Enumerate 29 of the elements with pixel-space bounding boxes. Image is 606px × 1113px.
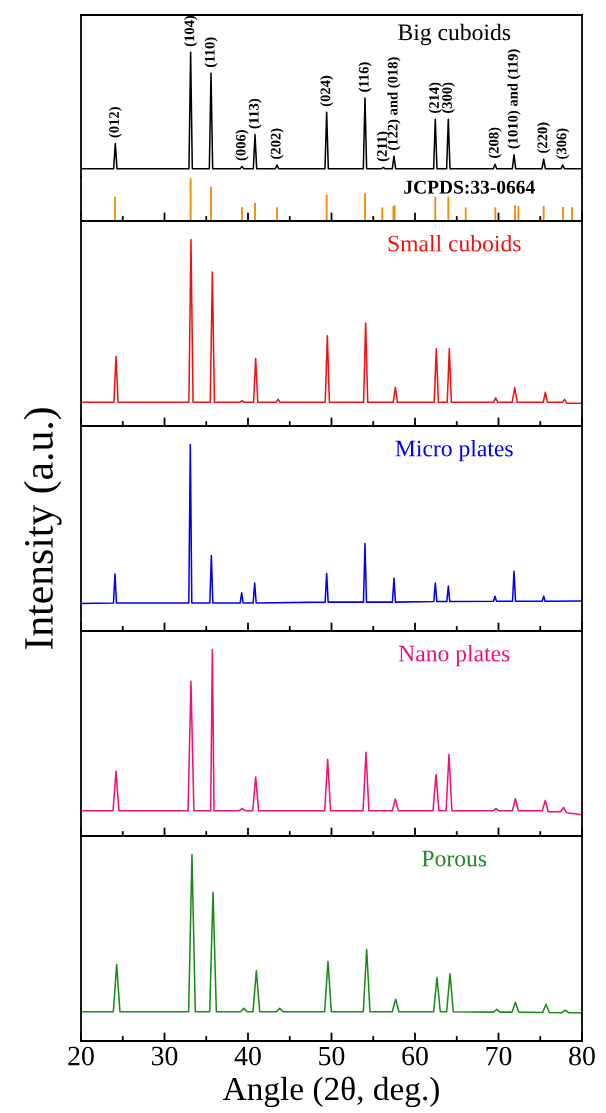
- annotation: (1010) and (119): [507, 49, 521, 149]
- annotation: (104): [184, 15, 198, 47]
- chart-title: Porous: [422, 850, 487, 867]
- annotation: (110): [204, 37, 218, 67]
- x-tick-label: 80: [569, 1046, 595, 1066]
- annotation: (006): [235, 130, 249, 161]
- annotation: (202): [270, 128, 284, 159]
- x-tick-label: 40: [234, 1046, 261, 1066]
- y-axis-title: Intensity (a.u.): [23, 408, 62, 650]
- x-axis-title: Angle (2θ, deg.): [222, 1076, 439, 1108]
- annotation: (012): [108, 107, 122, 138]
- x-tick-label: 60: [402, 1046, 428, 1066]
- x-tick-label: 30: [151, 1046, 178, 1066]
- annotation: (220): [537, 122, 551, 153]
- annotation: (208): [488, 127, 502, 158]
- annotation: (214): [428, 82, 442, 113]
- chart-title: Micro plates: [395, 439, 513, 462]
- annotation: (300): [441, 82, 455, 113]
- x-tick-label: 20: [68, 1046, 94, 1066]
- chart-title: Nano plates: [398, 644, 510, 667]
- annotation: (306): [556, 128, 570, 159]
- annotation: (116): [358, 62, 372, 92]
- annotation: (113): [248, 98, 262, 129]
- chart-title: JCPDS:33-0664: [404, 180, 535, 194]
- chart-title: Big cuboids: [398, 23, 511, 46]
- annotation: (024): [320, 75, 334, 107]
- x-tick-label: 50: [319, 1046, 345, 1066]
- x-tick-label: 70: [486, 1046, 512, 1066]
- chart-title: Small cuboids: [388, 234, 521, 252]
